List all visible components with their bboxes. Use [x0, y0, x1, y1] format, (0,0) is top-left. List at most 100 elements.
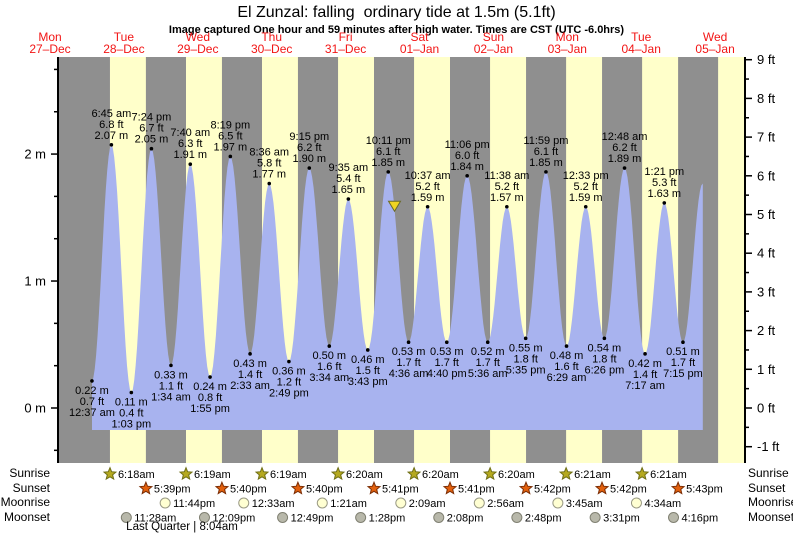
tide-high-label: 11:06 pm 6.0 ft 1.84 m	[445, 139, 490, 173]
tide-curve	[92, 144, 703, 431]
day-name: Thu	[261, 30, 283, 44]
sunset-row-label-left: Sunset	[12, 481, 50, 495]
day-date: 27–Dec	[29, 42, 71, 56]
sunrise-time: 6:21am	[650, 469, 687, 481]
tide-high-label: 9:35 am 5.4 ft 1.65 m	[328, 162, 368, 196]
tide-low-label: 0.48 m 1.6 ft 6:29 am	[547, 350, 587, 384]
daylight-band	[718, 57, 745, 463]
tide-extreme-dot	[208, 375, 212, 379]
tide-extreme-dot	[346, 197, 351, 201]
sunset-icon	[594, 480, 610, 495]
moonset-row-label-right: Moonset	[748, 510, 793, 524]
right-axis-label: 9 ft	[757, 52, 775, 67]
sunset-icon	[138, 480, 154, 495]
sunrise-icon	[254, 466, 270, 481]
moonset-icon	[668, 512, 680, 523]
tide-high-label: 12:48 am 6.2 ft 1.89 m	[602, 131, 648, 165]
right-axis-label: 1 ft	[757, 362, 775, 377]
moonrise-time: 12:33am	[252, 498, 295, 510]
tide-extreme-dot	[583, 204, 588, 209]
moonset-icon	[277, 512, 289, 523]
right-axis-label: 2 ft	[757, 323, 775, 338]
tide-extreme-dot	[248, 352, 252, 356]
sunset-icon	[670, 480, 686, 495]
moonset-time: 1:28pm	[369, 513, 406, 525]
moon-phase-footer: Last Quarter | 8:04am	[126, 521, 238, 533]
moonrise-icon	[159, 497, 171, 509]
tide-low-label: 0.46 m 1.5 ft 3:43 pm	[348, 354, 388, 388]
day-label: Tue 28–Dec	[79, 31, 169, 55]
right-axis-label: 5 ft	[757, 207, 775, 222]
tide-high-label: 8:36 am 5.8 ft 1.77 m	[249, 147, 289, 181]
moonrise-icon	[395, 497, 407, 509]
day-label: Mon 27–Dec	[5, 31, 95, 55]
sunset-row: 5:39pm 5:40pm 5:40pm 5:41pm 5:41pm 5:42pm 5:42…	[138, 480, 723, 496]
day-name: Wed	[702, 30, 728, 44]
day-date: 31–Dec	[324, 42, 367, 56]
moonset-icon	[355, 512, 367, 523]
tide-high-label: 11:38 am 5.2 ft 1.57 m	[484, 170, 529, 204]
sunrise-time: 6:19am	[270, 469, 307, 481]
right-axis-label: 3 ft	[757, 284, 775, 299]
tide-extreme-dot	[505, 204, 509, 209]
tide-extreme-dot	[465, 174, 469, 178]
capture-time-marker	[387, 200, 402, 213]
sunrise-row-label-right: Sunrise	[748, 466, 789, 480]
tide-extreme-dot	[425, 204, 430, 209]
sunset-icon	[518, 480, 534, 495]
tide-extreme-dot	[129, 390, 134, 395]
day-label: Fri 31–Dec	[301, 31, 391, 55]
page-subtitle: Image captured One hour and 59 minutes a…	[168, 24, 625, 36]
moonrise-time: 3:45am	[566, 498, 603, 510]
sunset-time: 5:40pm	[230, 484, 267, 496]
moonset-icon	[198, 512, 210, 523]
day-date: 30–Dec	[251, 42, 293, 56]
right-axis-label: 4 ft	[757, 246, 775, 261]
sunrise-icon	[330, 466, 346, 481]
left-axis-label: 0 m	[24, 401, 46, 416]
sunrise-time: 6:20am	[346, 469, 383, 481]
sunset-time: 5:39pm	[154, 484, 191, 496]
sunset-icon	[442, 480, 458, 495]
sunrise-time: 6:20am	[498, 469, 535, 481]
day-name: Sat	[410, 30, 429, 44]
tide-low-label: 0.42 m 1.4 ft 7:17 am	[625, 358, 665, 392]
tide-extreme-dot	[149, 146, 154, 151]
day-label: Wed 05–Jan	[670, 31, 760, 55]
day-label: Tue 04–Jan	[596, 31, 686, 55]
day-date: 29–Dec	[177, 42, 219, 56]
moonrise-icon	[473, 497, 485, 509]
moonrise-row: 11:44pm 12:33am 1:21am 2:09am 2:56am 3:45am 4:…	[159, 497, 681, 510]
tide-low-label: 0.53 m 1.7 ft 4:36 am	[389, 346, 429, 380]
moonset-time: 12:49pm	[291, 513, 334, 525]
moonset-time: 2:48pm	[525, 513, 562, 525]
moonset-row: 11:28am 12:09pm 12:49pm 1:28pm 2:08pm 2:48pm 3…	[120, 512, 718, 525]
moonset-icon	[511, 512, 523, 523]
tide-extreme-dot	[365, 348, 370, 352]
tide-event-labels: 0.22 m 0.7 ft 12:37 am 6:45 am 6.8 ft 2.07 m 0…	[69, 108, 703, 431]
day-date: 04–Jan	[621, 42, 661, 56]
tide-low-label: 0.22 m 0.7 ft 12:37 am	[69, 385, 115, 419]
tide-low-label: 0.24 m 0.8 ft 1:55 pm	[190, 381, 230, 415]
tide-high-label: 6:45 am 6.8 ft 2.07 m	[92, 108, 132, 142]
day-date: 01–Jan	[399, 42, 440, 56]
tide-extreme-dot	[643, 352, 647, 356]
moonset-icon	[120, 512, 132, 523]
day-date: 05–Jan	[695, 42, 735, 56]
tide-extreme-dot	[327, 344, 332, 348]
right-axis-label: 8 ft	[757, 91, 775, 106]
tide-extreme-dot	[485, 340, 490, 345]
moonset-time: 3:31pm	[603, 513, 640, 525]
day-date: 03–Jan	[547, 42, 587, 56]
day-label: Thu 30–Dec	[227, 31, 317, 55]
sunset-time: 5:43pm	[686, 484, 723, 496]
sunrise-time: 6:21am	[574, 469, 611, 481]
day-name: Tue	[631, 30, 652, 44]
day-name: Mon	[555, 30, 579, 44]
day-name: Mon	[38, 30, 62, 44]
sunrise-time: 6:18am	[118, 469, 155, 481]
sunrise-icon	[178, 466, 194, 481]
page-title: El Zunzal: falling ordinary tide at 1.5m…	[237, 4, 556, 21]
sunset-icon	[214, 480, 230, 495]
tide-extreme-dot	[228, 154, 233, 159]
